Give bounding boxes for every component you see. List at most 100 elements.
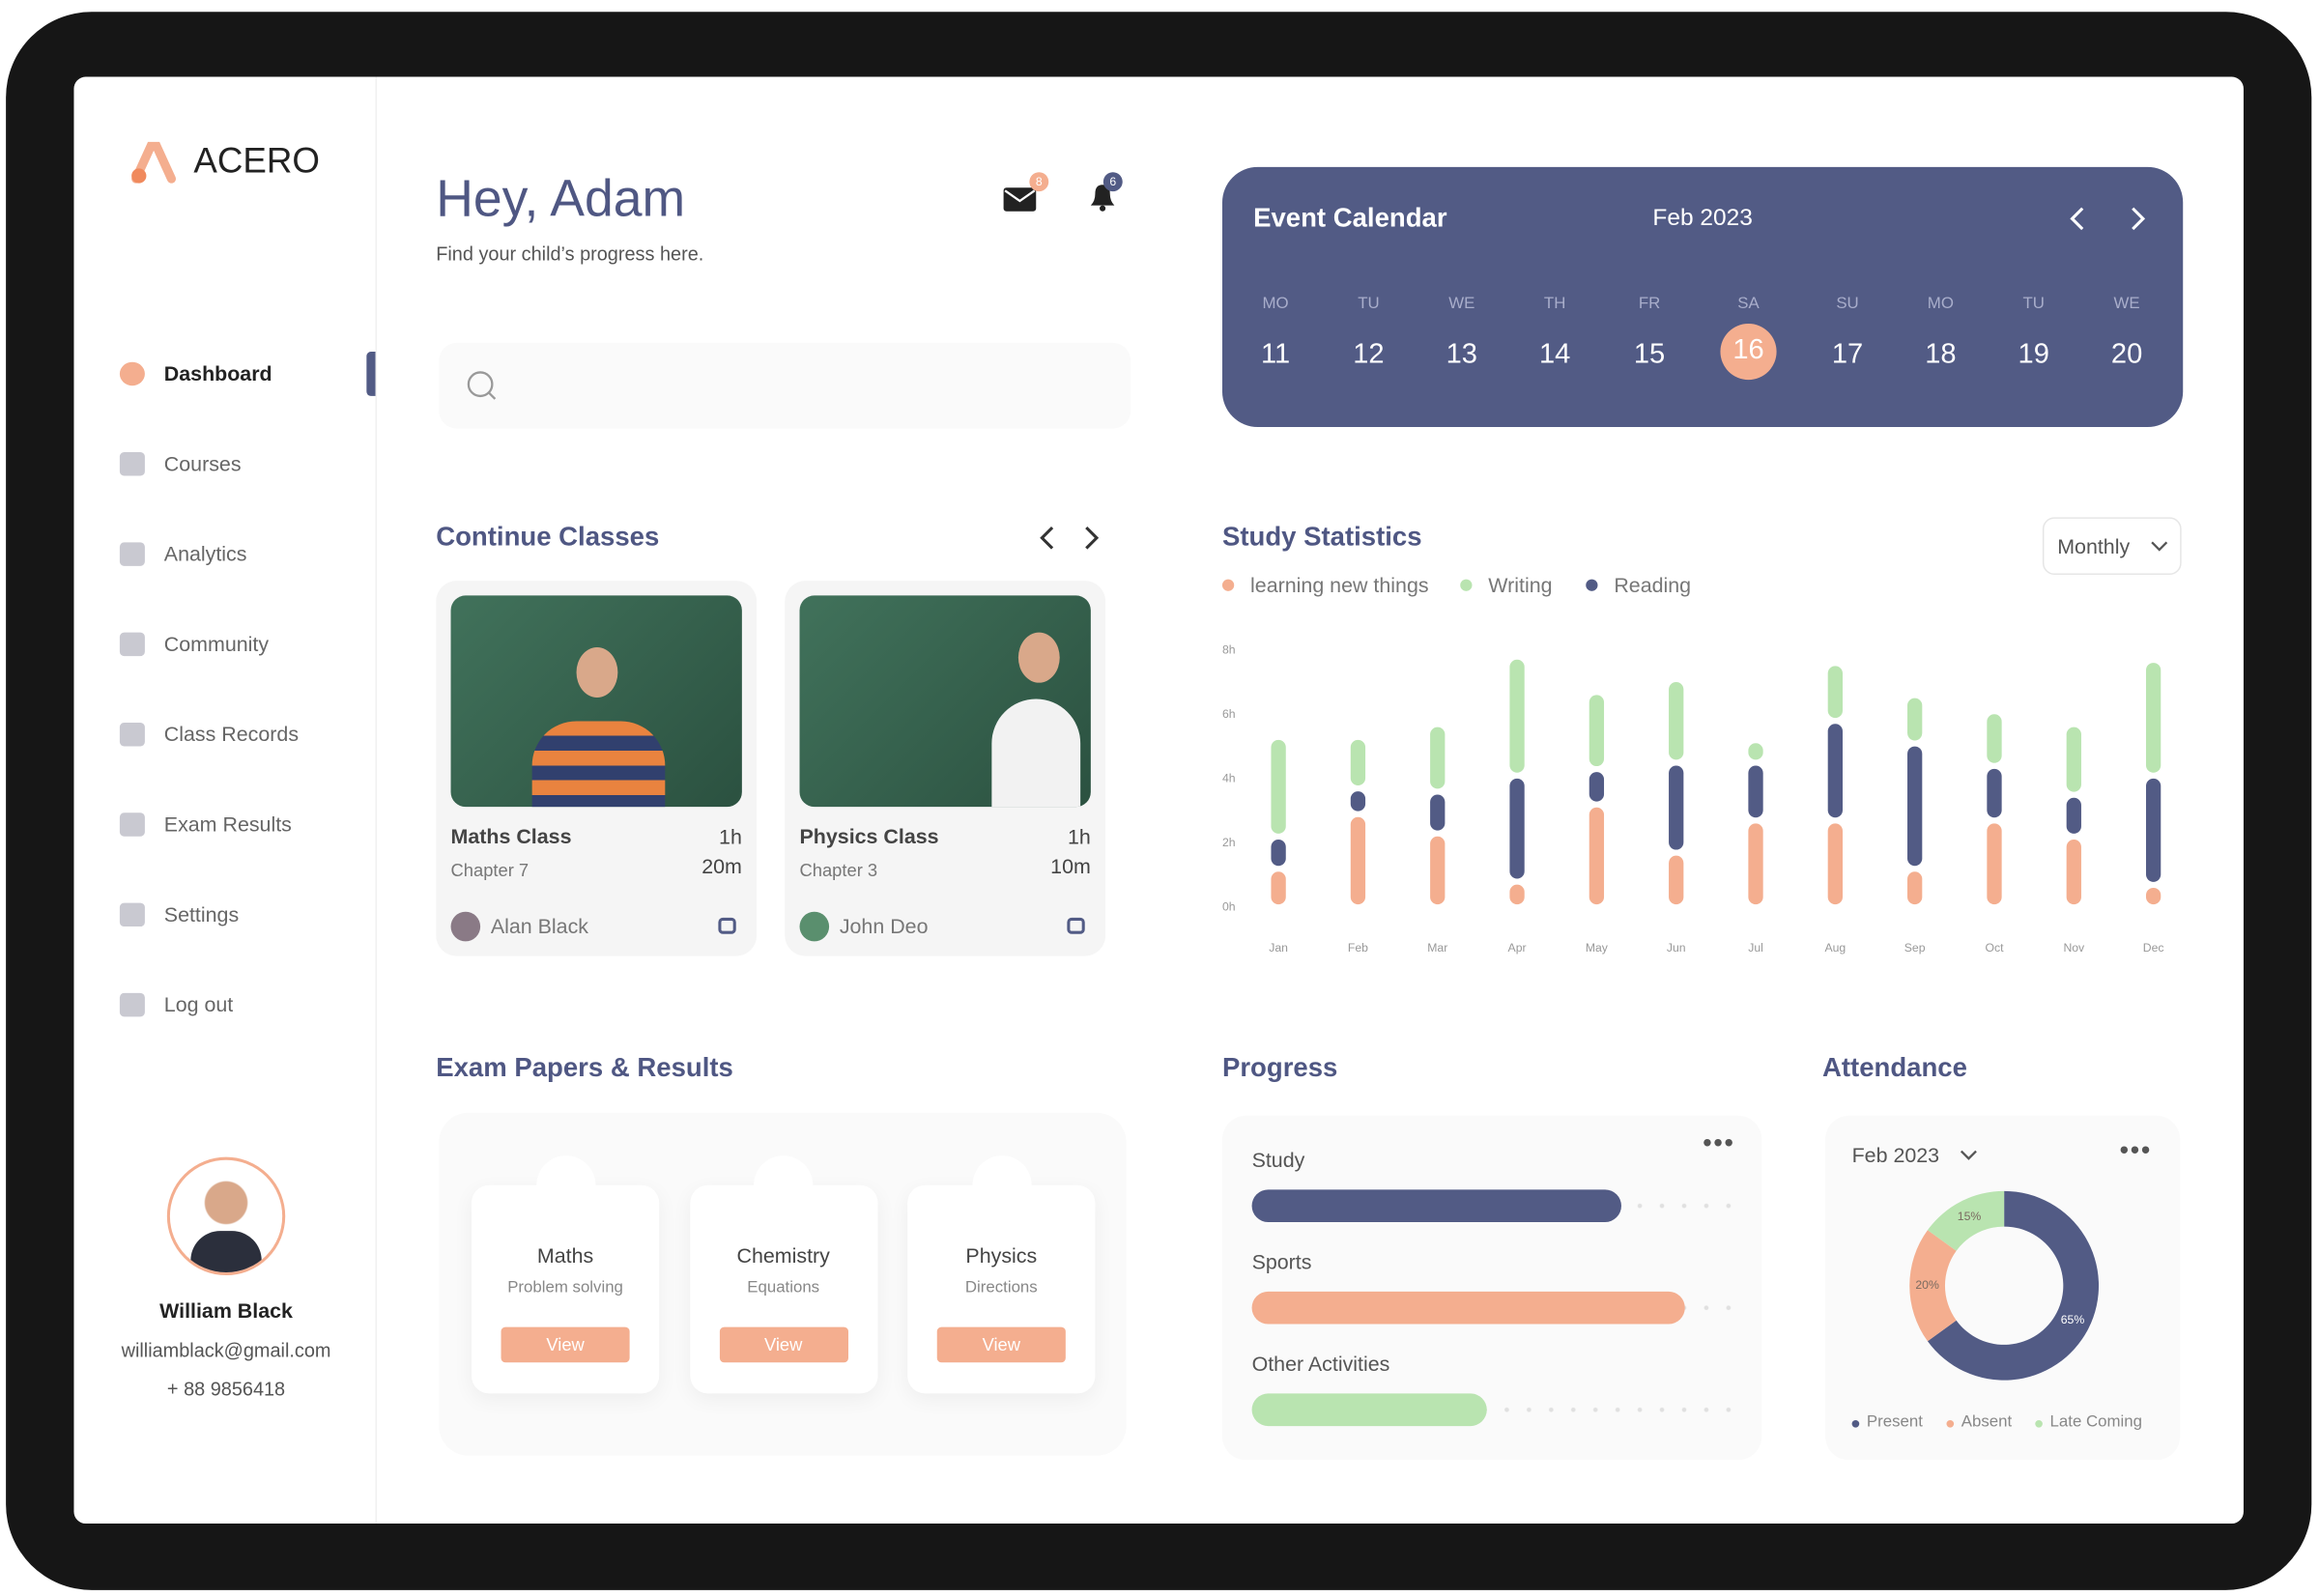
progress-label: Other Activities [1251, 1351, 1390, 1376]
date[interactable]: 12 [1353, 339, 1385, 371]
profile-email: williamblack@gmail.com [121, 1339, 331, 1362]
nav-item[interactable]: Community [163, 632, 270, 656]
selected-day [1720, 323, 1777, 381]
weekday: SA [1737, 295, 1760, 313]
y-tick-label: 2h [1222, 836, 1236, 849]
bar-segment [1509, 884, 1525, 905]
date[interactable]: 11 [1260, 339, 1291, 371]
class-name: Physics Class [799, 823, 939, 848]
exam-topic: Equations [747, 1278, 820, 1297]
date[interactable]: 13 [1446, 339, 1477, 371]
bar-segment [1589, 695, 1605, 767]
teacher-avatar [450, 911, 481, 942]
weekday: SU [1836, 295, 1859, 313]
date[interactable]: 17 [1831, 339, 1864, 371]
exam-icon-circle [754, 1155, 814, 1215]
bar-segment [1827, 724, 1843, 818]
teacher-name: John Deo [839, 914, 929, 938]
bar-segment [1271, 840, 1286, 867]
person-head [576, 646, 618, 698]
period-dropdown[interactable]: Monthly [2042, 517, 2182, 576]
weekday: TH [1543, 295, 1566, 313]
date[interactable]: 15 [1633, 339, 1666, 371]
legend-dot [1586, 579, 1598, 591]
nav-item[interactable]: Exam Results [163, 812, 292, 837]
bar-segment [1271, 739, 1286, 834]
bar-segment [2145, 778, 2162, 882]
view-button[interactable]: View [719, 1326, 848, 1363]
donut-slice [1909, 1230, 1957, 1342]
bar-segment [1430, 727, 1446, 789]
exam-topic: Problem solving [507, 1278, 623, 1297]
bar-segment [1748, 743, 1763, 760]
nav-icon [119, 722, 145, 747]
logo-icon [131, 141, 177, 184]
more-menu[interactable]: ••• [1703, 1127, 1735, 1157]
x-tick-label: Sep [1904, 941, 1926, 955]
teacher-name: Alan Black [490, 914, 589, 938]
profile-avatar [166, 1156, 286, 1276]
bar-segment [1748, 823, 1763, 905]
section-title: Continue Classes [436, 522, 660, 552]
search-box[interactable] [439, 342, 1131, 429]
nav-item[interactable]: Settings [163, 901, 240, 926]
calendar-title: Event Calendar [1253, 202, 1447, 233]
nav-icon [119, 452, 145, 476]
x-tick-label: Jan [1269, 941, 1288, 955]
profile-phone: + 88 9856418 [166, 1377, 286, 1400]
legend-label: Writing [1488, 572, 1553, 597]
date[interactable]: 20 [2110, 339, 2143, 371]
greeting: Hey, Adam [436, 169, 686, 228]
subtitle: Find your child’s progress here. [436, 242, 704, 266]
x-tick-label: May [1586, 941, 1609, 955]
bar-segment [1748, 765, 1763, 818]
nav-icon [119, 902, 145, 927]
nav-item[interactable]: Log out [163, 992, 234, 1016]
view-button[interactable]: View [501, 1326, 630, 1363]
mail-badge: 8 [1029, 172, 1049, 192]
weekday: MO [1262, 295, 1289, 313]
y-tick-label: 4h [1222, 771, 1236, 784]
x-tick-label: Jul [1748, 941, 1763, 955]
bar-segment [1669, 765, 1684, 850]
bar-segment [2145, 663, 2162, 773]
weekday: WE [2113, 295, 2140, 313]
mail-icon[interactable] [1002, 184, 1038, 214]
exam-icon-circle [535, 1155, 595, 1215]
x-tick-label: Aug [1824, 941, 1846, 955]
profile-name: William Black [159, 1297, 293, 1323]
nav-icon [119, 992, 145, 1017]
view-button[interactable]: View [936, 1326, 1066, 1363]
chat-icon[interactable] [718, 917, 736, 934]
attendance-period[interactable]: Feb 2023 [1851, 1143, 1940, 1167]
class-arrows[interactable] [1035, 523, 1108, 553]
nav-icon [119, 361, 145, 386]
exam-topic: Directions [964, 1278, 1038, 1297]
y-tick-label: 8h [1222, 642, 1236, 656]
class-name: Maths Class [450, 823, 572, 848]
more-menu[interactable]: ••• [2119, 1135, 2152, 1165]
donut-slice [1927, 1190, 2100, 1381]
date[interactable]: 14 [1538, 339, 1571, 371]
bar-segment [1669, 682, 1684, 760]
class-photo [450, 595, 742, 808]
date[interactable]: 19 [2018, 339, 2049, 371]
nav-item[interactable]: Courses [163, 451, 242, 475]
date[interactable]: 18 [1925, 339, 1957, 371]
nav-item[interactable]: Analytics [163, 541, 247, 566]
legend-dot [1851, 1419, 1860, 1428]
bar-segment [1827, 666, 1843, 719]
x-tick-label: Oct [1985, 941, 2004, 955]
nav-item[interactable]: Dashboard [163, 361, 272, 385]
date[interactable]: 16 [1732, 334, 1764, 366]
weekday: WE [1448, 295, 1475, 313]
bar-segment [1509, 778, 1525, 879]
calendar-arrows[interactable] [2063, 204, 2152, 234]
bar-segment [1907, 746, 1923, 867]
x-tick-label: Nov [2063, 941, 2085, 955]
nav-item[interactable]: Class Records [163, 722, 300, 746]
bar-segment [1907, 698, 1923, 741]
chat-icon[interactable] [1067, 917, 1085, 934]
x-tick-label: Dec [2143, 941, 2164, 955]
active-indicator [366, 352, 376, 396]
